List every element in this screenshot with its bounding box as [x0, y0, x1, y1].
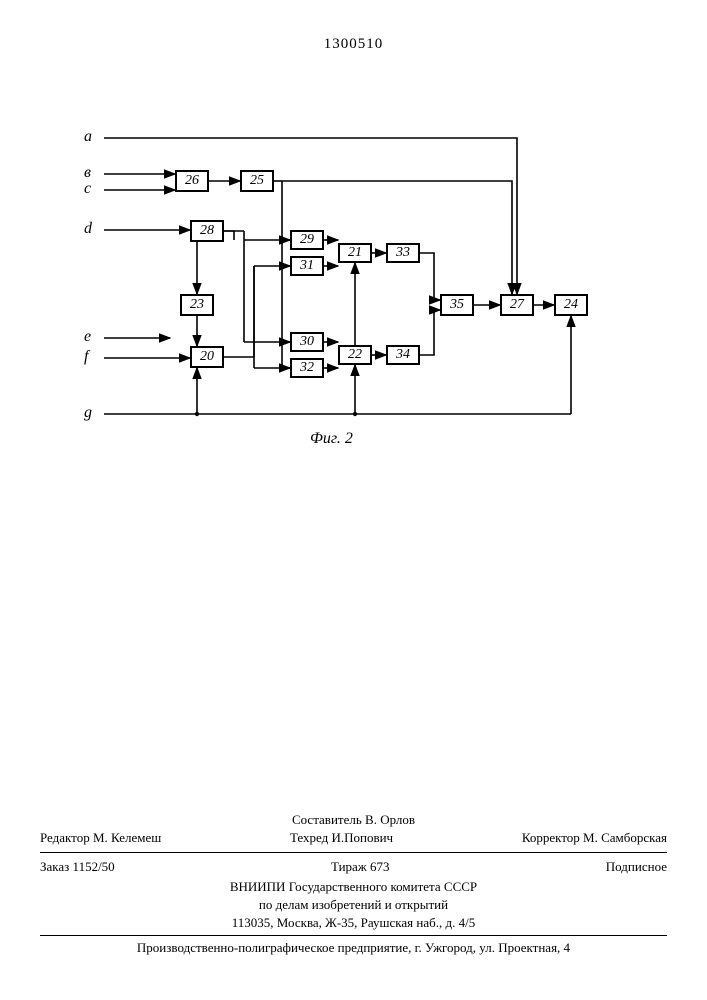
tirazh: Тираж 673 — [331, 859, 390, 875]
org-line-2: по делам изобретений и открытий — [40, 895, 667, 913]
input-label-e: e — [84, 328, 91, 346]
subscription: Подписное — [606, 859, 667, 875]
input-label-a: a — [84, 128, 92, 146]
node-31: 31 — [290, 256, 324, 276]
node-20: 20 — [190, 346, 224, 368]
node-28: 28 — [190, 220, 224, 242]
input-label-c: c — [84, 180, 91, 198]
node-24: 24 — [554, 294, 588, 316]
techred-name: И.Попович — [331, 830, 393, 845]
footer-block: Составитель В. Орлов Редактор М. Келемеш… — [40, 810, 667, 940]
compiler-name: В. Орлов — [365, 812, 415, 827]
rule-1 — [40, 852, 667, 853]
credits-row: Редактор М. Келемеш Техред И.Попович Кор… — [40, 828, 667, 848]
node-30: 30 — [290, 332, 324, 352]
techred: Техред И.Попович — [290, 830, 393, 846]
input-label-d: d — [84, 220, 92, 238]
corrector: Корректор М. Самборская — [522, 830, 667, 846]
node-27: 27 — [500, 294, 534, 316]
org-line-1: ВНИИПИ Государственного комитета СССР — [40, 877, 667, 895]
input-label-f: f — [84, 348, 88, 366]
figure-caption: Фиг. 2 — [310, 430, 353, 448]
techred-label: Техред — [290, 830, 328, 845]
node-35: 35 — [440, 294, 474, 316]
corrector-name: М. Самборская — [583, 830, 667, 845]
document-number: 1300510 — [0, 36, 707, 53]
compiler-line: Составитель В. Орлов — [40, 810, 667, 828]
page: 1300510 Фиг. 2 20 21 22 23 24 25 26 27 28 29 30 31 3… — [0, 0, 707, 1000]
editor-name: М. Келемеш — [93, 830, 161, 845]
org-address: 113035, Москва, Ж-35, Раушская наб., д. … — [40, 913, 667, 931]
pp-line: Производственно-полиграфическое предприя… — [40, 940, 667, 956]
node-21: 21 — [338, 243, 372, 263]
node-25: 25 — [240, 170, 274, 192]
node-26: 26 — [175, 170, 209, 192]
node-22: 22 — [338, 345, 372, 365]
node-23: 23 — [180, 294, 214, 316]
editor: Редактор М. Келемеш — [40, 830, 161, 846]
node-29: 29 — [290, 230, 324, 250]
corrector-label: Корректор — [522, 830, 580, 845]
input-label-g: g — [84, 404, 92, 422]
order-number: Заказ 1152/50 — [40, 859, 115, 875]
block-diagram: Фиг. 2 20 21 22 23 24 25 26 27 28 29 30 31 32 33 34 35 a… — [80, 130, 620, 450]
node-32: 32 — [290, 358, 324, 378]
editor-label: Редактор — [40, 830, 90, 845]
node-34: 34 — [386, 345, 420, 365]
rule-2 — [40, 935, 667, 936]
order-row: Заказ 1152/50 Тираж 673 Подписное — [40, 857, 667, 877]
node-33: 33 — [386, 243, 420, 263]
diagram-wires — [80, 130, 620, 450]
compiler-label: Составитель — [292, 812, 362, 827]
